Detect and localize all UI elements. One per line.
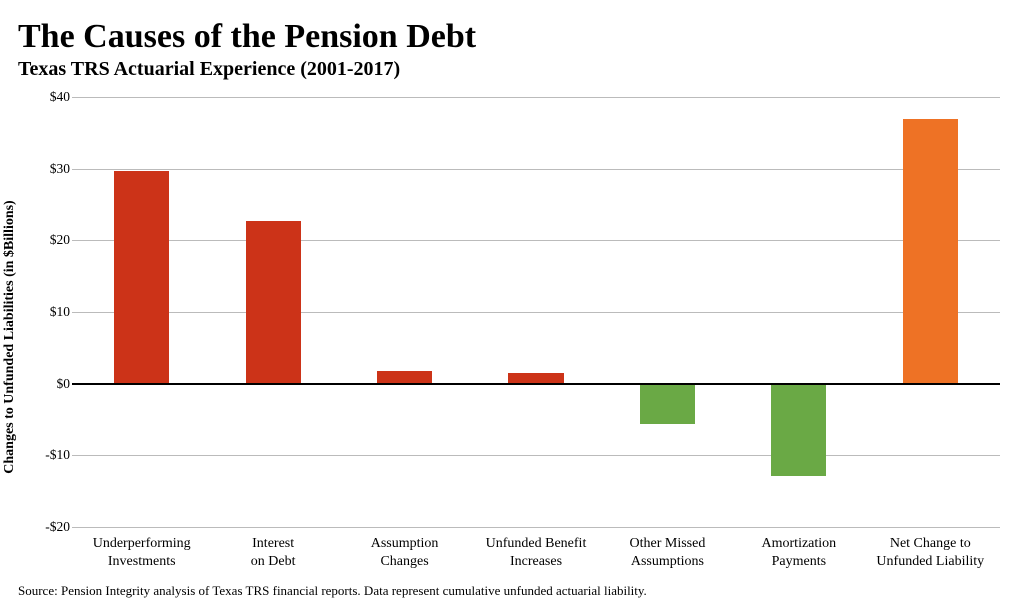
- x-category-label: Unfunded BenefitIncreases: [471, 535, 602, 570]
- y-tick-label: $10: [50, 304, 70, 320]
- y-tick-label: $40: [50, 89, 70, 105]
- x-category-label: Other MissedAssumptions: [602, 535, 733, 570]
- y-tick-label: $0: [57, 376, 71, 392]
- x-category-label: AssumptionChanges: [339, 535, 470, 570]
- gridline: [72, 455, 1000, 456]
- chart-container: The Causes of the Pension Debt Texas TRS…: [0, 0, 1024, 609]
- y-axis-label: Changes to Unfunded Liabilities (in $Bil…: [2, 200, 18, 473]
- bar: [114, 171, 169, 384]
- source-note: Source: Pension Integrity analysis of Te…: [18, 583, 647, 599]
- y-tick-label: $20: [50, 232, 70, 248]
- bar: [903, 119, 958, 383]
- chart-title: The Causes of the Pension Debt: [18, 18, 1006, 56]
- bar: [771, 384, 826, 476]
- chart-area: Changes to Unfunded Liabilities (in $Bil…: [18, 87, 1006, 587]
- x-category-label: UnderperformingInvestments: [76, 535, 207, 570]
- zero-axis: [72, 383, 1000, 385]
- gridline: [72, 169, 1000, 170]
- y-tick-label: $30: [50, 161, 70, 177]
- y-tick-label: -$10: [45, 447, 70, 463]
- gridline: [72, 240, 1000, 241]
- x-category-label: AmortizationPayments: [733, 535, 864, 570]
- chart-subtitle: Texas TRS Actuarial Experience (2001-201…: [18, 58, 1006, 81]
- bar: [640, 384, 695, 424]
- x-category-label: Net Change toUnfunded Liability: [865, 535, 996, 570]
- plot-area: -$20-$10$0$10$20$30$40UnderperformingInv…: [76, 97, 996, 527]
- x-category-label: Intereston Debt: [208, 535, 339, 570]
- bar: [246, 221, 301, 384]
- y-tick-label: -$20: [45, 519, 70, 535]
- gridline: [72, 527, 1000, 528]
- gridline: [72, 97, 1000, 98]
- gridline: [72, 312, 1000, 313]
